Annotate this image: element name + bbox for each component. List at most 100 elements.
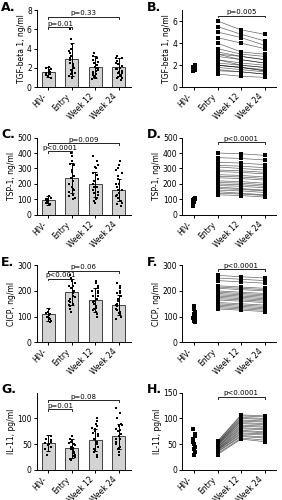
- Point: [92, 305, 97, 313]
- Point: [262, 417, 267, 425]
- Point: [262, 428, 267, 436]
- Point: [215, 438, 220, 446]
- Point: [92, 198, 97, 206]
- Point: [119, 202, 123, 209]
- Text: p<0.0001: p<0.0001: [43, 145, 78, 151]
- Point: [262, 274, 267, 282]
- Point: [215, 444, 220, 452]
- Point: [70, 191, 75, 199]
- Point: [215, 440, 220, 448]
- Text: p=0.01: p=0.01: [47, 21, 73, 27]
- Point: [117, 294, 122, 302]
- Point: [262, 284, 267, 292]
- Point: [262, 298, 267, 306]
- Point: [262, 426, 267, 434]
- Point: [239, 294, 243, 302]
- Point: [215, 290, 220, 298]
- Point: [95, 157, 100, 165]
- Point: [72, 194, 77, 202]
- Point: [191, 200, 196, 208]
- Point: [262, 294, 267, 302]
- Y-axis label: TSP-1, ng/ml: TSP-1, ng/ml: [153, 152, 162, 200]
- Point: [67, 188, 71, 196]
- Point: [193, 448, 198, 456]
- Point: [72, 448, 76, 456]
- Point: [239, 189, 243, 197]
- Point: [239, 430, 243, 438]
- Y-axis label: IL-11, pg/ml: IL-11, pg/ml: [7, 408, 16, 454]
- Point: [239, 52, 243, 60]
- Point: [71, 196, 76, 203]
- Point: [262, 291, 267, 299]
- Point: [117, 443, 122, 451]
- Point: [215, 450, 220, 458]
- Point: [262, 59, 267, 67]
- Point: [68, 26, 72, 34]
- Point: [262, 276, 267, 284]
- Point: [262, 433, 267, 441]
- Point: [115, 74, 120, 82]
- Point: [45, 198, 50, 205]
- Y-axis label: CICP, ng/ml: CICP, ng/ml: [7, 282, 16, 326]
- Point: [67, 192, 72, 200]
- Point: [239, 186, 243, 194]
- Point: [192, 198, 196, 205]
- Point: [96, 162, 100, 170]
- Point: [215, 292, 220, 300]
- Point: [96, 292, 100, 300]
- Point: [43, 196, 48, 204]
- Point: [215, 443, 220, 451]
- Point: [215, 296, 220, 304]
- Point: [239, 64, 243, 72]
- Point: [95, 414, 100, 422]
- Point: [95, 170, 100, 178]
- Point: [94, 417, 99, 425]
- Point: [192, 196, 197, 203]
- Point: [262, 438, 267, 446]
- Bar: [113, 305, 125, 343]
- Point: [117, 444, 122, 452]
- Point: [215, 294, 220, 302]
- Point: [91, 189, 96, 197]
- Point: [239, 420, 243, 428]
- Point: [49, 443, 54, 451]
- Point: [215, 440, 220, 448]
- Point: [215, 439, 220, 447]
- Point: [72, 64, 76, 72]
- Point: [119, 67, 124, 75]
- Point: [192, 310, 196, 318]
- Point: [262, 74, 267, 82]
- Point: [239, 288, 243, 296]
- Point: [239, 187, 243, 195]
- Point: [262, 64, 267, 72]
- Point: [215, 61, 220, 69]
- Point: [239, 150, 243, 158]
- Point: [91, 306, 95, 314]
- Point: [117, 68, 122, 76]
- Point: [73, 442, 77, 450]
- Point: [215, 39, 220, 47]
- Text: H.: H.: [147, 384, 162, 396]
- Y-axis label: TGF-beta 1, ng/ml: TGF-beta 1, ng/ml: [17, 14, 26, 83]
- Point: [96, 176, 100, 184]
- Bar: [89, 184, 102, 215]
- Point: [69, 74, 74, 82]
- Text: F.: F.: [147, 256, 158, 269]
- Point: [215, 182, 220, 190]
- Point: [191, 440, 196, 448]
- Point: [92, 72, 96, 80]
- Point: [239, 414, 243, 422]
- Point: [91, 56, 95, 64]
- Point: [96, 64, 101, 72]
- Point: [95, 312, 100, 320]
- Point: [94, 438, 98, 446]
- Point: [239, 39, 243, 47]
- Text: B.: B.: [147, 0, 161, 14]
- Point: [43, 439, 47, 447]
- Point: [68, 302, 72, 310]
- Point: [239, 178, 243, 186]
- Point: [68, 298, 72, 306]
- Point: [114, 54, 118, 62]
- Point: [114, 404, 118, 412]
- Point: [239, 172, 243, 179]
